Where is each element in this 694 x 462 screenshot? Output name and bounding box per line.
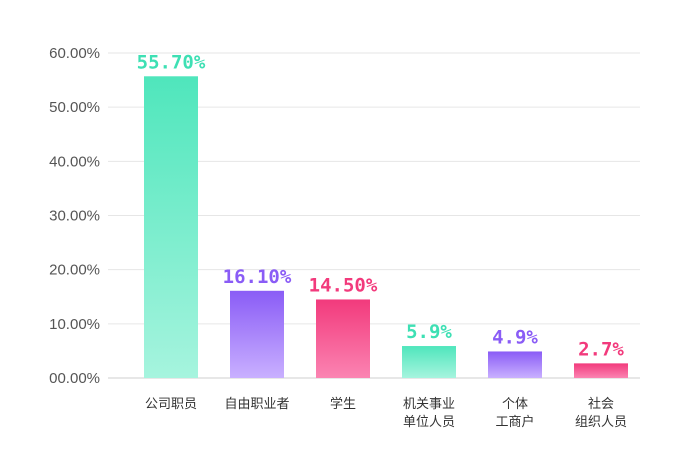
bar <box>574 363 628 378</box>
data-label: 16.10% <box>223 266 292 288</box>
bar <box>488 351 542 378</box>
category-label: 个体工商户 <box>495 397 534 430</box>
y-tick-label: 60.00% <box>49 45 100 62</box>
y-tick-label: 10.00% <box>49 316 100 333</box>
y-axis-ticks: 00.00% 10.00% 20.00% 30.00% 40.00% 50.00% 60.0… <box>49 45 100 387</box>
bar <box>316 299 370 378</box>
data-label: 14.50% <box>309 274 378 296</box>
y-tick-label: 00.00% <box>49 370 100 387</box>
bar <box>144 76 198 379</box>
data-label: 55.70% <box>137 51 206 73</box>
category-label: 机关事业单位人员 <box>403 397 455 430</box>
bar <box>230 290 284 378</box>
data-labels: 55.70% 16.10% 14.50% 5.9% 4.9% 2.7% <box>137 51 625 360</box>
y-tick-label: 20.00% <box>49 262 100 279</box>
y-tick-label: 30.00% <box>49 208 100 225</box>
data-label: 2.7% <box>578 338 624 360</box>
category-label: 自由职业者 <box>224 397 289 412</box>
bar <box>402 346 456 378</box>
y-tick-label: 40.00% <box>49 153 100 170</box>
category-label: 学生 <box>330 396 356 412</box>
x-axis-categories: 公司职员 自由职业者 学生 机关事业单位人员 个体工商户 社会组织人员 <box>145 396 627 430</box>
category-label: 社会组织人员 <box>575 396 627 430</box>
category-label: 公司职员 <box>145 397 197 412</box>
y-tick-label: 50.00% <box>49 99 100 116</box>
bars <box>144 76 628 379</box>
data-label: 5.9% <box>406 321 452 343</box>
data-label: 4.9% <box>492 326 538 348</box>
